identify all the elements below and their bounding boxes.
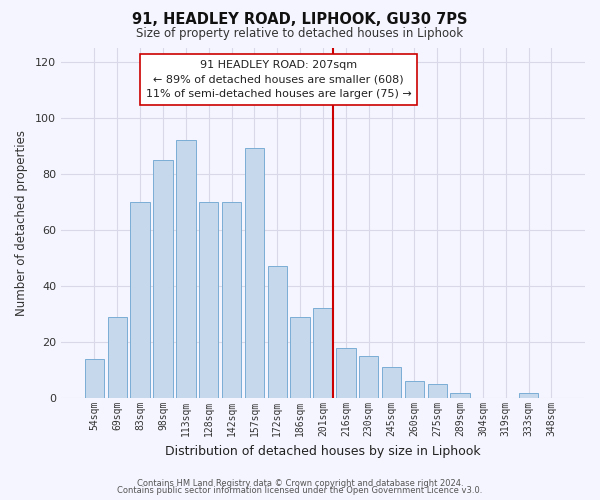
Bar <box>519 392 538 398</box>
Bar <box>130 202 150 398</box>
Bar <box>222 202 241 398</box>
Bar <box>245 148 264 398</box>
Text: Contains HM Land Registry data © Crown copyright and database right 2024.: Contains HM Land Registry data © Crown c… <box>137 478 463 488</box>
Bar <box>85 359 104 398</box>
Bar <box>382 368 401 398</box>
Bar <box>451 392 470 398</box>
Text: Size of property relative to detached houses in Liphook: Size of property relative to detached ho… <box>136 28 464 40</box>
Bar <box>154 160 173 398</box>
Y-axis label: Number of detached properties: Number of detached properties <box>15 130 28 316</box>
Bar <box>404 382 424 398</box>
Bar <box>336 348 356 398</box>
Bar <box>359 356 379 398</box>
X-axis label: Distribution of detached houses by size in Liphook: Distribution of detached houses by size … <box>165 444 481 458</box>
Text: Contains public sector information licensed under the Open Government Licence v3: Contains public sector information licen… <box>118 486 482 495</box>
Text: 91 HEADLEY ROAD: 207sqm
← 89% of detached houses are smaller (608)
11% of semi-d: 91 HEADLEY ROAD: 207sqm ← 89% of detache… <box>146 60 411 100</box>
Bar <box>290 317 310 398</box>
Bar <box>313 308 332 398</box>
Bar <box>428 384 447 398</box>
Bar <box>199 202 218 398</box>
Bar <box>176 140 196 398</box>
Bar <box>107 317 127 398</box>
Bar <box>268 266 287 398</box>
Text: 91, HEADLEY ROAD, LIPHOOK, GU30 7PS: 91, HEADLEY ROAD, LIPHOOK, GU30 7PS <box>132 12 468 28</box>
